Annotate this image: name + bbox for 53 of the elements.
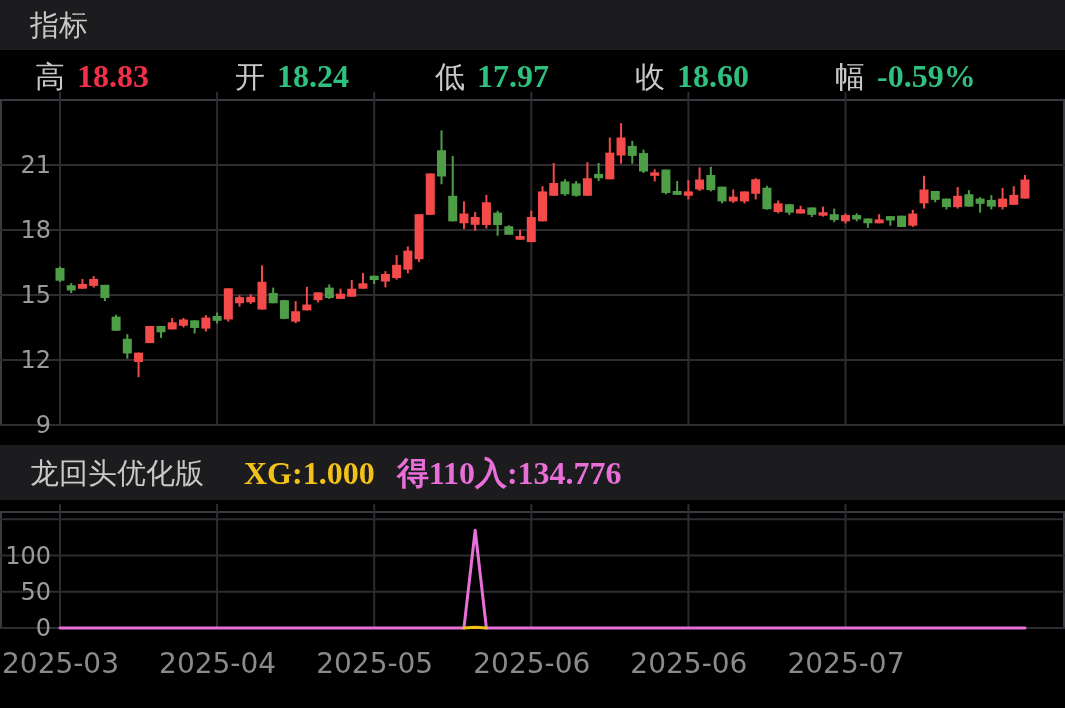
- y-tick-label: 18: [20, 216, 51, 245]
- text: 开: [235, 58, 265, 94]
- candlestick: [627, 139, 637, 165]
- y-tick-label: 21: [20, 151, 51, 180]
- candlestick: [919, 174, 929, 210]
- candlestick: [291, 300, 301, 325]
- candlestick: [392, 254, 402, 281]
- candlestick: [661, 168, 671, 196]
- text: 高: [35, 58, 65, 94]
- candlestick: [459, 200, 469, 230]
- text: XG:1.000: [244, 454, 375, 491]
- candlestick: [638, 148, 648, 175]
- candlestick: [1009, 185, 1019, 206]
- y-tick-label: 12: [20, 346, 51, 375]
- candlestick: [493, 209, 503, 237]
- y-tick-label: 15: [20, 281, 51, 310]
- candlestick: [582, 161, 592, 197]
- y-tick-label: 9: [35, 411, 51, 440]
- candlestick: [998, 186, 1008, 211]
- y-tick-label: 50: [20, 577, 51, 606]
- candlestick: [403, 245, 413, 275]
- chart-title: 指标: [29, 8, 88, 42]
- x-tick-label: 2025-05: [316, 646, 434, 680]
- text: 低: [435, 58, 465, 94]
- text: 17.97: [477, 58, 549, 94]
- text: 18.60: [677, 58, 749, 94]
- candlestick: [481, 193, 491, 230]
- candlestick: [683, 179, 693, 201]
- candlestick: [122, 333, 132, 360]
- x-tick-label: 2025-06: [630, 646, 748, 680]
- chart-title: 龙回头优化版: [30, 455, 204, 490]
- text: 幅: [835, 58, 865, 94]
- text: 18.83: [77, 58, 149, 94]
- x-tick-label: 2025-07: [787, 646, 905, 680]
- x-tick-label: 2025-04: [159, 646, 277, 680]
- candlestick: [470, 211, 480, 232]
- x-tick-label: 2025-06: [473, 646, 591, 680]
- candlestick: [695, 166, 705, 192]
- candlestick: [1020, 173, 1030, 200]
- y-tick-label: 0: [35, 614, 51, 643]
- candlestick: [751, 177, 761, 201]
- candlestick: [953, 186, 963, 210]
- text: 18.24: [277, 58, 349, 94]
- text: 收: [635, 58, 665, 94]
- candlestick: [762, 184, 772, 211]
- candlestick: [134, 351, 144, 379]
- text: 得110入:134.776: [395, 454, 622, 491]
- text: -0.59%: [877, 58, 976, 94]
- y-tick-label: 100: [5, 541, 51, 570]
- x-tick-label: 2025-03: [2, 646, 119, 680]
- candlestick: [549, 162, 559, 197]
- candlestick: [706, 165, 716, 193]
- candlestick: [616, 122, 626, 165]
